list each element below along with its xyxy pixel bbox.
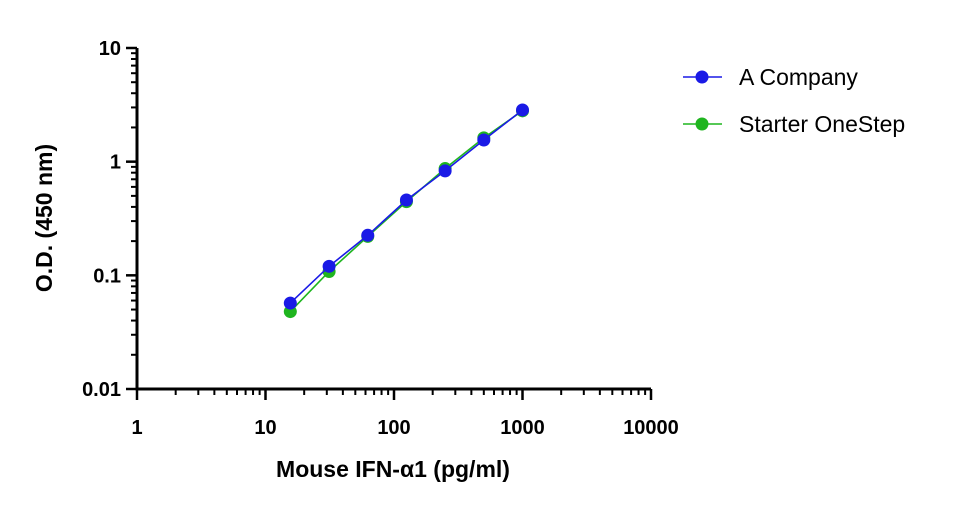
legend-label: Starter OneStep — [739, 111, 905, 137]
legend: A Company Starter OneStep — [683, 64, 905, 137]
y-tick-label: 10 — [99, 38, 121, 60]
series-1 — [283, 103, 529, 310]
series-layer — [283, 103, 529, 319]
x-tick-label: 100 — [377, 417, 410, 439]
legend-item-1: A Company — [683, 64, 858, 90]
series-2 — [283, 104, 529, 319]
data-point — [516, 103, 529, 117]
data-point — [477, 133, 491, 147]
data-point — [399, 193, 413, 207]
x-tick-label: 10 — [254, 417, 276, 439]
data-point — [361, 228, 375, 242]
y-tick-label: 0.01 — [82, 379, 121, 401]
data-point — [322, 259, 336, 273]
legend-label: A Company — [739, 64, 858, 90]
x-tick-label: 10000 — [623, 417, 679, 439]
y-axis-title: O.D. (450 nm) — [31, 144, 57, 292]
x-tick-label: 1 — [131, 417, 142, 439]
x-tick-label: 1000 — [500, 417, 545, 439]
y-tick-label: 0.1 — [93, 265, 121, 287]
data-point — [283, 296, 297, 310]
data-point — [438, 164, 452, 178]
x-axis-title: Mouse IFN-α1 (pg/ml) — [276, 456, 510, 482]
axes: 1 10 100 1000 10000 0.01 0.1 1 10 — [82, 38, 679, 439]
legend-item-2: Starter OneStep — [683, 111, 905, 137]
legend-marker — [695, 70, 709, 84]
legend-marker — [695, 117, 709, 131]
y-tick-label: 1 — [110, 152, 121, 174]
